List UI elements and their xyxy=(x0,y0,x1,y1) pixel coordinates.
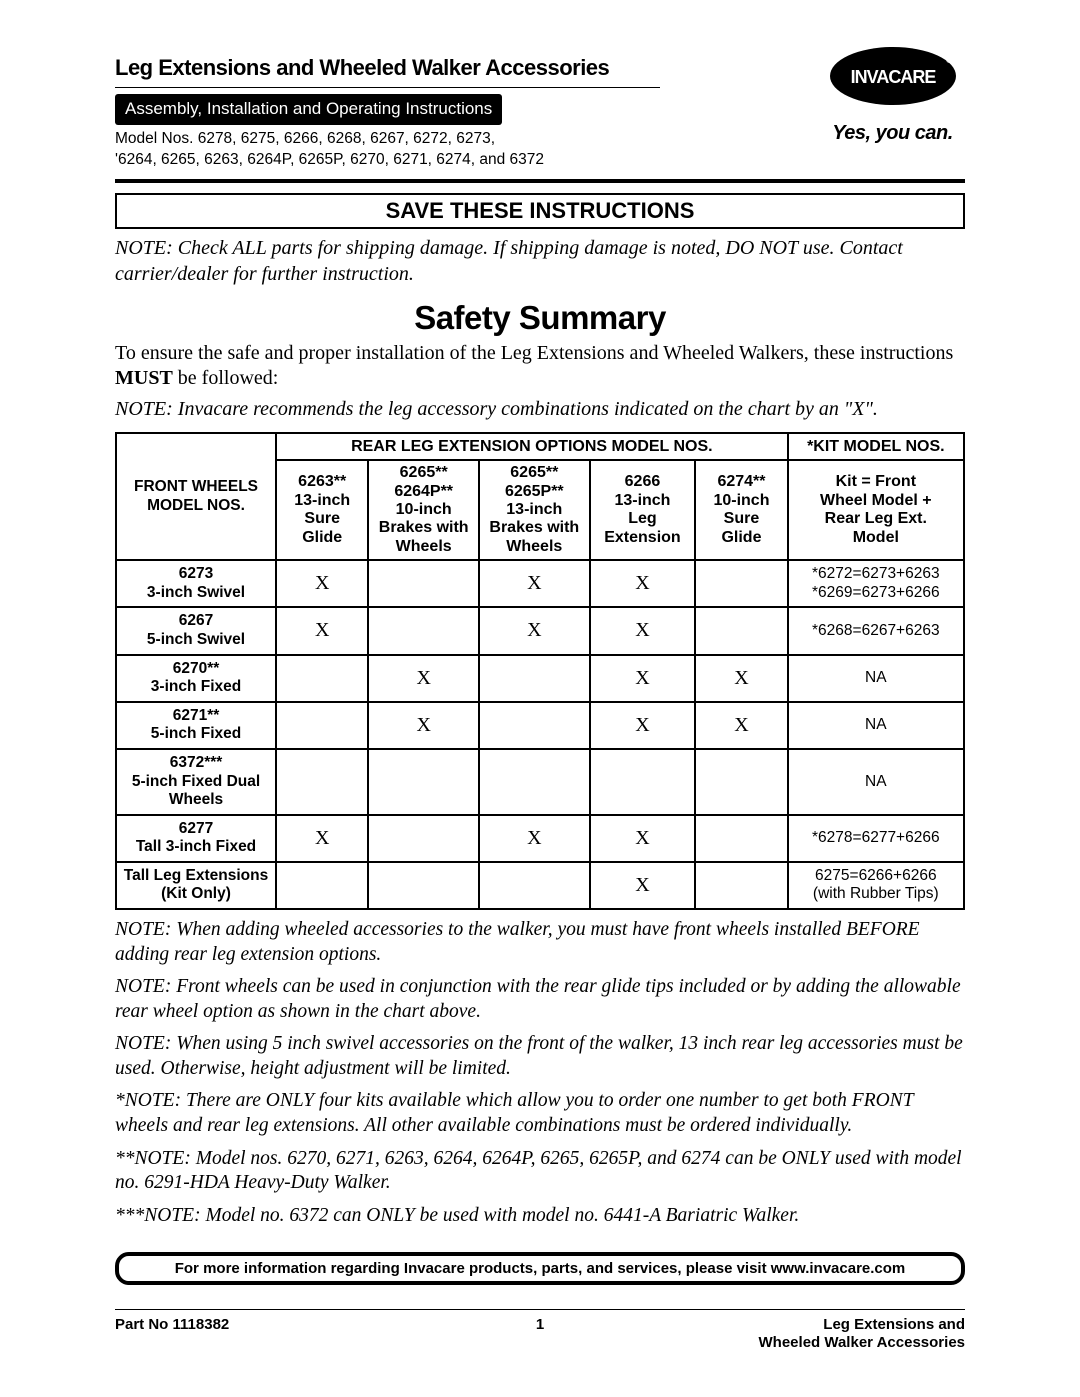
kit-cell: *6272=6273+6263*6269=6273+6266 xyxy=(788,560,964,607)
table-cell xyxy=(695,560,787,607)
column-header: 6263**13-inchSureGlide xyxy=(276,460,368,560)
table-row: 6270**3-inch FixedXXXNA xyxy=(116,655,964,702)
svg-text:®: ® xyxy=(946,55,954,66)
footnote: NOTE: When using 5 inch swivel accessori… xyxy=(115,1032,965,1081)
footnote: NOTE: Front wheels can be used in conjun… xyxy=(115,975,965,1024)
footnotes: NOTE: When adding wheeled accessories to… xyxy=(115,918,965,1228)
save-instructions-box: SAVE THESE INSTRUCTIONS xyxy=(115,193,965,229)
footnote: **NOTE: Model nos. 6270, 6271, 6263, 626… xyxy=(115,1147,965,1196)
footnote: ***NOTE: Model no. 6372 can ONLY be used… xyxy=(115,1204,965,1229)
kit-cell: *6268=6267+6263 xyxy=(788,607,964,654)
table-row: 62733-inch SwivelXXX*6272=6273+6263*6269… xyxy=(116,560,964,607)
table-cell xyxy=(368,607,479,654)
column-header: 6265**6264P**10-inchBrakes withWheels xyxy=(368,460,479,560)
table-row: 6277Tall 3-inch FixedXXX*6278=6277+6266 xyxy=(116,815,964,862)
safety-summary-title: Safety Summary xyxy=(115,299,965,337)
table-cell: X xyxy=(590,815,696,862)
info-box: For more information regarding Invacare … xyxy=(115,1252,965,1285)
column-header: 626613-inchLegExtension xyxy=(590,460,696,560)
compatibility-table: FRONT WHEELS MODEL NOS. REAR LEG EXTENSI… xyxy=(115,432,965,910)
table-cell: X xyxy=(695,702,787,749)
table-cell xyxy=(276,702,368,749)
row-label: 6271**5-inch Fixed xyxy=(116,702,276,749)
table-cell xyxy=(695,749,787,815)
thick-rule xyxy=(115,179,965,183)
table-cell xyxy=(479,702,590,749)
footer-doc-title: Leg Extensions andWheeled Walker Accesso… xyxy=(544,1316,965,1352)
table-cell xyxy=(276,862,368,909)
row-label: 62675-inch Swivel xyxy=(116,607,276,654)
table-cell: X xyxy=(479,607,590,654)
slogan: Yes, you can. xyxy=(810,122,975,145)
table-row: 62675-inch SwivelXXX*6268=6267+6263 xyxy=(116,607,964,654)
invacare-logo: INVACARE ® xyxy=(828,45,958,107)
table-cell xyxy=(695,862,787,909)
table-cell xyxy=(479,862,590,909)
table-cell: X xyxy=(368,702,479,749)
intro-paragraph: To ensure the safe and proper installati… xyxy=(115,341,965,392)
table-cell: X xyxy=(276,815,368,862)
table-cell: X xyxy=(276,607,368,654)
model-nos-line2: '6264, 6265, 6263, 6264P, 6265P, 6270, 6… xyxy=(115,150,965,171)
column-header: Kit = FrontWheel Model +Rear Leg Ext.Mod… xyxy=(788,460,964,560)
table-row: 6271**5-inch FixedXXXNA xyxy=(116,702,964,749)
table-cell xyxy=(276,655,368,702)
table-cell xyxy=(590,749,696,815)
row-label: 62733-inch Swivel xyxy=(116,560,276,607)
table-cell xyxy=(368,815,479,862)
table-cell xyxy=(368,560,479,607)
table-cell xyxy=(695,607,787,654)
footnote: NOTE: When adding wheeled accessories to… xyxy=(115,918,965,967)
column-header: 6274**10-inchSureGlide xyxy=(695,460,787,560)
kit-cell: NA xyxy=(788,655,964,702)
kit-cell: *6278=6277+6266 xyxy=(788,815,964,862)
kit-cell: NA xyxy=(788,702,964,749)
shipping-note: NOTE: Check ALL parts for shipping damag… xyxy=(115,235,965,287)
table-cell xyxy=(368,749,479,815)
table-cell xyxy=(695,815,787,862)
kit-model-header: *KIT MODEL NOS. xyxy=(788,433,964,460)
kit-cell: 6275=6266+6266(with Rubber Tips) xyxy=(788,862,964,909)
table-cell xyxy=(479,655,590,702)
logo-block: INVACARE ® Yes, you can. xyxy=(810,45,975,145)
table-cell: X xyxy=(368,655,479,702)
table-cell: X xyxy=(590,862,696,909)
rear-leg-header: REAR LEG EXTENSION OPTIONS MODEL NOS. xyxy=(276,433,788,460)
row-label: 6372***5-inch Fixed DualWheels xyxy=(116,749,276,815)
table-cell xyxy=(368,862,479,909)
kit-cell: NA xyxy=(788,749,964,815)
table-cell: X xyxy=(479,560,590,607)
table-cell: X xyxy=(276,560,368,607)
front-wheels-header: FRONT WHEELS MODEL NOS. xyxy=(116,433,276,560)
footer: Part No 1118382 1 Leg Extensions andWhee… xyxy=(115,1309,965,1352)
row-label: 6277Tall 3-inch Fixed xyxy=(116,815,276,862)
row-label: 6270**3-inch Fixed xyxy=(116,655,276,702)
table-cell: X xyxy=(590,607,696,654)
table-cell: X xyxy=(590,655,696,702)
title-underline xyxy=(115,87,660,88)
table-cell xyxy=(479,749,590,815)
intro-note: NOTE: Invacare recommends the leg access… xyxy=(115,396,965,422)
table-row: 6372***5-inch Fixed DualWheels NA xyxy=(116,749,964,815)
footer-part-no: Part No 1118382 xyxy=(115,1316,536,1352)
table-cell: X xyxy=(590,560,696,607)
table-cell: X xyxy=(695,655,787,702)
subtitle-bar: Assembly, Installation and Operating Ins… xyxy=(115,94,502,125)
row-label: Tall Leg Extensions(Kit Only) xyxy=(116,862,276,909)
table-cell xyxy=(276,749,368,815)
table-cell: X xyxy=(479,815,590,862)
footnote: *NOTE: There are ONLY four kits availabl… xyxy=(115,1089,965,1138)
footer-page-no: 1 xyxy=(536,1316,544,1352)
table-cell: X xyxy=(590,702,696,749)
svg-text:INVACARE: INVACARE xyxy=(850,67,936,87)
column-header: 6265**6265P**13-inchBrakes withWheels xyxy=(479,460,590,560)
table-row: Tall Leg Extensions(Kit Only) X 6275=6266+… xyxy=(116,862,964,909)
